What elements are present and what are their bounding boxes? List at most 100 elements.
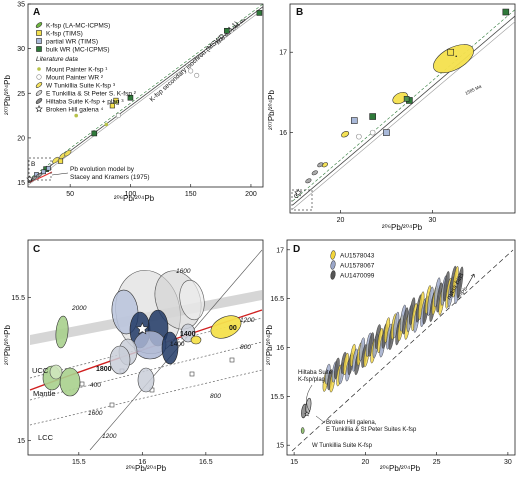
panel-a-pb-model-line2: Stacey and Kramers (1975) [70,174,149,181]
panel-c-label-t1600b: 1600 [176,268,191,275]
point-partial-wr [350,117,358,124]
panel-c-label-t1400b: 1400 [170,341,185,348]
legend-swatch-dot [37,67,41,71]
point-kfsp-tims [447,48,455,56]
panel-d-w-tunkillia-label: W Tunkillia Suite K-fsp [312,443,373,449]
legend-label: K-fsp (LA-MC-ICPMS) [46,23,110,30]
isochron-line-grey [292,21,516,210]
ellipse-yellow [210,315,242,339]
panel-d-hiltaba-line1: Hiltaba Suite [298,370,333,376]
legend-swatch-ellipse [35,82,43,88]
panel-d-xlabel: ²⁰⁶Pb/²⁰⁴Pb [380,464,421,473]
ellipse-kfsp-large [433,44,474,74]
panel-c-xtick-label: 16 [138,459,146,466]
panel-d-frame [286,239,516,456]
isochron-line-green [27,3,264,181]
panel-d-broken-hill-pointer [315,415,326,424]
point-bulk-wr [403,96,410,102]
panel-c-letter: C [33,244,40,255]
model-age-marker [109,402,115,408]
point-broken-hill [304,410,310,417]
panel-c-label-t1400: 1400 [180,331,196,338]
panel-a-points [26,10,263,183]
panel-c-xlabel: ²⁰⁶Pb/²⁰⁴Pb [126,464,167,473]
point-partial-wr [41,169,46,175]
point-mount-painter-wr [115,113,121,119]
panel-d-ticks: 15 20 25 30 15 15.5 16 16.5 17 [270,247,511,466]
panel-b-ytick-label: 17 [279,50,287,57]
panel-c-label-t400: 400 [90,382,101,389]
panel-c-label-t00: 00 [229,325,237,332]
legend-lit-label: W Tunkillia Suite K-fsp ³ [46,83,116,90]
panel-c-xtick-label: 15.5 [72,459,86,466]
point-broken-hill-galena [135,322,149,335]
panel-c-ticks: 15.5 16 16.5 15 15.5 [11,295,212,466]
panel-d-ytick-label: 17 [276,247,284,254]
legend-swatch-kfsp-la [35,22,43,28]
panel-b-inset-label: C [294,193,299,200]
point-bulk-wr [256,10,263,16]
panel-d-xtick-label: 15 [290,459,298,466]
panel-d-letter: D [293,244,300,255]
panel-c-labels: UCC Mantle LCC 2000 1600 1200 1600 1200 800 800 14… [32,268,255,442]
point-w-tunkillia [52,156,60,164]
model-age-marker [189,371,195,377]
panel-a-xtick-label: 200 [245,191,257,198]
ellipse-yellow-small [190,335,202,345]
panel-d-legend: AU1578043 AU1578067 AU1470099 [330,250,375,280]
panel-c-label-t2000: 2000 [71,305,87,312]
panel-c-label-ucc: UCC [32,366,49,375]
ellipse-center [455,55,458,58]
legend-label-d: AU1470099 [340,273,375,280]
panel-c-label-t1600a: 1600 [88,410,103,417]
point-mount-painter-wr [194,72,200,78]
panel-c-ylabel: ²⁰⁷Pb/²⁰⁴Pb [3,325,12,365]
panel-d-hiltaba-line2: K-fsp/plag [298,377,325,383]
point-hiltaba [35,173,42,178]
ellipse-au1470099 [456,266,464,299]
ellipse-blue [133,330,167,360]
point-w-tunkillia [64,149,72,157]
point-hiltaba [305,178,312,184]
panel-b-ylabel: ²⁰⁷Pb/²⁰⁴Pb [267,90,276,130]
panel-a-xlabel: ²⁰⁶Pb/²⁰⁴Pb [114,194,155,203]
legend-swatch-circle [36,74,42,80]
panel-a-pb-model-pointer [51,172,69,176]
point-bulk-wr [502,8,510,16]
panel-d-fit-line [291,249,514,452]
panel-a-ytick-label: 15 [17,180,25,187]
ellipse-navy [161,331,179,365]
legend-label: bulk WR (MC-ICPMS) [46,47,110,54]
point-broken-hill [26,175,34,183]
panel-a-xtick-label: 150 [185,191,197,198]
ellipse-kfsp-small [341,131,350,138]
panel-d-hiltaba-pointer [306,384,313,413]
legend-label-d: AU1578067 [340,263,375,270]
panel-d-xtick-label: 25 [433,459,441,466]
panel-a-letter: A [33,7,40,18]
legend-swatch-ellipse [35,98,43,104]
ellipse-grey-small [180,323,196,343]
legend-label: K-fsp (TIMS) [46,31,83,38]
panel-a-legend: K-fsp (LA-MC-ICPMS)K-fsp (TIMS)partial W… [35,22,137,114]
legend-lit-label: E Tunkillia & St Peter S. K-fsp ² [46,91,137,98]
panel-a-xtick-label: 100 [125,191,137,198]
panel-d-mass-bias-arrow [465,273,475,289]
legend-lit-label: Mount Painter K-fsp ¹ [46,67,108,74]
panel-a-pb-model-label: Pb evolution model by Stacey and Kramers… [70,166,149,181]
ellipse-green [59,367,81,397]
panel-a-ylabel: ²⁰⁷Pb/²⁰⁴Pb [3,75,12,115]
isochron-line-green [292,9,516,202]
panel-b-ytick-label: 16 [279,130,287,137]
legend-swatch-square [36,30,42,36]
panel-c-label-t1200b: 1200 [240,317,255,324]
panel-b-ticks: 20 30 16 17 [279,50,436,224]
panel-a-ytick-label: 30 [17,46,25,53]
point-mount-painter-wr [369,129,376,136]
panel-c-label-t1200a: 1200 [102,433,117,440]
panel-a-ytick-label: 25 [17,91,25,98]
panel-c-xtick-label: 16.5 [199,459,213,466]
legend-label: partial WR (TIMS) [46,39,98,46]
point-kfsp-tims [109,103,115,109]
